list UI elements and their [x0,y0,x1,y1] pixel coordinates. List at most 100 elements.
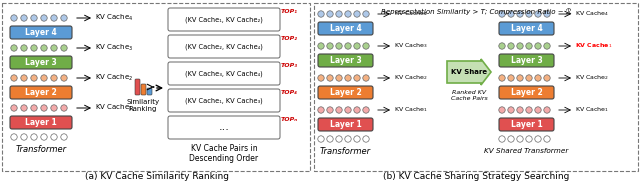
Circle shape [61,15,67,21]
Circle shape [544,11,550,17]
Circle shape [318,11,324,17]
Text: KV Cache$_1$: KV Cache$_1$ [575,105,609,114]
Circle shape [41,105,47,111]
Circle shape [20,134,27,140]
Circle shape [41,134,47,140]
Text: Layer 3: Layer 3 [25,58,57,67]
Text: Layer 2: Layer 2 [25,88,57,97]
Circle shape [508,136,514,142]
Text: Transformer: Transformer [320,147,371,155]
Circle shape [535,11,541,17]
Circle shape [51,75,57,81]
FancyBboxPatch shape [141,84,146,95]
Circle shape [526,107,532,113]
Circle shape [508,43,514,49]
Circle shape [535,75,541,81]
FancyBboxPatch shape [10,26,72,39]
FancyBboxPatch shape [168,8,280,31]
FancyBboxPatch shape [318,86,373,99]
Text: TOPₙ: TOPₙ [281,117,298,122]
Circle shape [345,75,351,81]
Circle shape [499,107,505,113]
FancyBboxPatch shape [499,54,554,67]
Circle shape [336,11,342,17]
Circle shape [318,43,324,49]
Circle shape [336,136,342,142]
Circle shape [354,136,360,142]
Circle shape [499,11,505,17]
Circle shape [535,107,541,113]
Circle shape [51,105,57,111]
FancyBboxPatch shape [499,86,554,99]
FancyBboxPatch shape [318,54,373,67]
Circle shape [526,43,532,49]
Circle shape [51,134,57,140]
Text: Layer 1: Layer 1 [330,120,362,129]
Circle shape [327,75,333,81]
Circle shape [41,45,47,51]
Circle shape [517,136,524,142]
Circle shape [318,75,324,81]
Circle shape [345,43,351,49]
Text: KV Cache$_2$: KV Cache$_2$ [575,73,609,82]
Text: KV Cache$_1$: KV Cache$_1$ [394,105,428,114]
Text: (a) KV Cache Similarity Ranking: (a) KV Cache Similarity Ranking [85,172,229,181]
Circle shape [61,75,67,81]
Circle shape [336,75,342,81]
Circle shape [31,134,37,140]
Text: TOP₄: TOP₄ [281,90,298,95]
Text: Layer 3: Layer 3 [511,56,542,65]
Text: Layer 3: Layer 3 [330,56,362,65]
FancyBboxPatch shape [10,86,72,99]
Circle shape [544,43,550,49]
Text: KV Cache$_4$: KV Cache$_4$ [394,9,428,18]
Text: KV Cache$_2$: KV Cache$_2$ [394,73,428,82]
Text: Layer 2: Layer 2 [511,88,542,97]
Bar [2,3,310,171]
Text: (KV Cache₁, KV Cache₃): (KV Cache₁, KV Cache₃) [185,97,263,104]
Text: KV Share: KV Share [451,69,487,75]
Circle shape [508,11,514,17]
Circle shape [20,45,27,51]
Circle shape [11,45,17,51]
FancyBboxPatch shape [499,118,554,131]
Circle shape [51,45,57,51]
Circle shape [526,75,532,81]
Circle shape [354,11,360,17]
Text: KV Cache$_4$: KV Cache$_4$ [95,13,133,23]
Circle shape [544,107,550,113]
Text: (KV Cache₃, KV Cache₄): (KV Cache₃, KV Cache₄) [185,70,263,77]
FancyBboxPatch shape [318,22,373,35]
FancyArrow shape [447,59,491,85]
Circle shape [499,136,505,142]
Text: ...: ... [219,123,229,132]
FancyBboxPatch shape [10,56,72,69]
Text: Similarity
Ranking: Similarity Ranking [127,99,159,112]
Circle shape [499,75,505,81]
FancyBboxPatch shape [168,35,280,58]
Circle shape [11,134,17,140]
FancyBboxPatch shape [147,88,152,95]
Circle shape [327,43,333,49]
Circle shape [11,105,17,111]
Circle shape [20,15,27,21]
Text: Layer 2: Layer 2 [330,88,362,97]
Circle shape [61,105,67,111]
Circle shape [363,11,369,17]
Circle shape [20,105,27,111]
Text: TOP₃: TOP₃ [281,63,298,68]
Circle shape [51,15,57,21]
Circle shape [31,105,37,111]
Circle shape [544,75,550,81]
Circle shape [354,107,360,113]
FancyBboxPatch shape [168,116,280,139]
Circle shape [31,75,37,81]
Text: TOP₂: TOP₂ [281,36,298,41]
Circle shape [20,75,27,81]
Circle shape [345,136,351,142]
Circle shape [336,43,342,49]
Circle shape [41,15,47,21]
FancyBboxPatch shape [168,62,280,85]
Circle shape [517,43,524,49]
Circle shape [517,11,524,17]
